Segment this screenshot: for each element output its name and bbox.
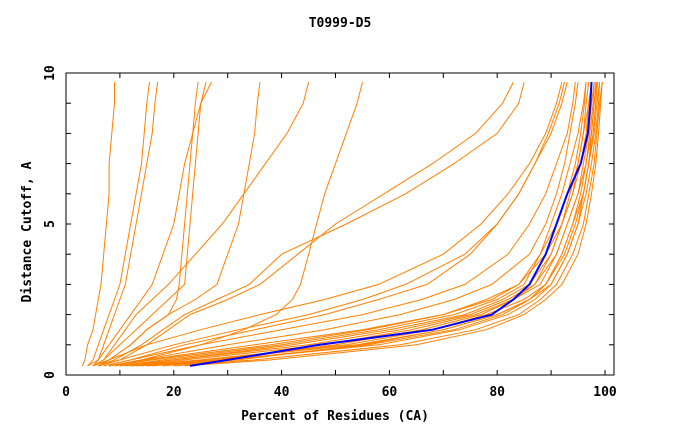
highlight-curve bbox=[189, 82, 593, 367]
model-curve-5 bbox=[92, 81, 212, 367]
model-curve-11 bbox=[92, 81, 310, 367]
x-tick-label: 80 bbox=[489, 385, 505, 400]
model-curve-21 bbox=[119, 82, 587, 367]
x-tick-label: 0 bbox=[62, 385, 70, 400]
model-curve-8 bbox=[98, 81, 525, 367]
model-curve-4 bbox=[87, 81, 207, 367]
x-tick-label: 40 bbox=[274, 385, 290, 400]
model-curve-2 bbox=[87, 82, 150, 367]
x-axis-label: Percent of Residues (CA) bbox=[241, 409, 429, 424]
y-axis-label: Distance Cutoff, A bbox=[20, 161, 35, 302]
model-curve-24 bbox=[130, 82, 592, 367]
model-curve-17 bbox=[109, 82, 579, 367]
x-tick-label: 100 bbox=[593, 385, 617, 400]
model-curve-7 bbox=[92, 82, 261, 367]
model-curve-30 bbox=[184, 82, 603, 367]
model-curve-27 bbox=[152, 82, 595, 367]
model-curve-25 bbox=[125, 82, 592, 367]
y-tick-label: 10 bbox=[43, 65, 58, 81]
model-curve-1 bbox=[81, 82, 115, 367]
plot-frame bbox=[65, 72, 615, 376]
model-curve-10 bbox=[109, 81, 363, 367]
model-curve-19 bbox=[98, 81, 566, 367]
y-tick-label: 0 bbox=[43, 371, 58, 379]
model-curve-6 bbox=[98, 82, 199, 367]
model-curve-9 bbox=[98, 81, 514, 367]
y-tick-label: 5 bbox=[43, 220, 58, 228]
plot-area bbox=[81, 81, 603, 367]
model-curve-18 bbox=[103, 82, 576, 367]
model-curve-22 bbox=[162, 82, 597, 367]
model-curve-3 bbox=[92, 82, 159, 367]
chart-title: T0999-D5 bbox=[309, 16, 372, 31]
model-curve-26 bbox=[103, 81, 568, 367]
model-curve-15 bbox=[146, 82, 601, 367]
x-tick-label: 20 bbox=[166, 385, 182, 400]
model-curve-20 bbox=[92, 81, 563, 367]
model-curve-28 bbox=[114, 82, 587, 367]
x-tick-label: 60 bbox=[382, 385, 398, 400]
model-curve-16 bbox=[173, 82, 603, 367]
axes: 0 20 40 60 80 100 0 5 10 bbox=[43, 65, 617, 400]
model-curve-29 bbox=[136, 82, 598, 367]
model-curve-23 bbox=[141, 82, 595, 367]
